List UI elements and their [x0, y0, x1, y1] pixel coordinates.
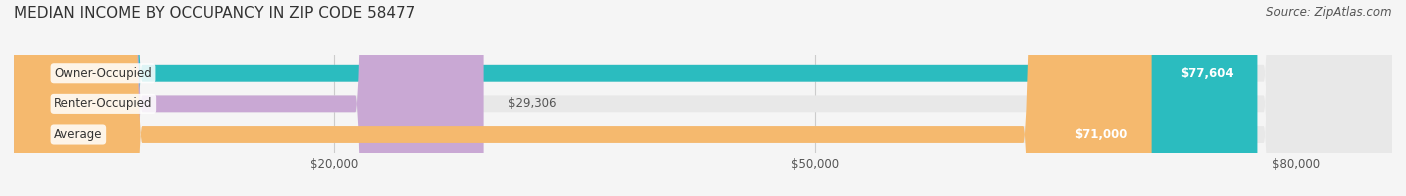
Text: $71,000: $71,000 [1074, 128, 1128, 141]
Text: MEDIAN INCOME BY OCCUPANCY IN ZIP CODE 58477: MEDIAN INCOME BY OCCUPANCY IN ZIP CODE 5… [14, 6, 415, 21]
Text: $77,604: $77,604 [1180, 67, 1233, 80]
Text: $29,306: $29,306 [508, 97, 557, 110]
FancyBboxPatch shape [14, 0, 1392, 196]
FancyBboxPatch shape [14, 0, 1257, 196]
Text: Owner-Occupied: Owner-Occupied [53, 67, 152, 80]
Text: Average: Average [53, 128, 103, 141]
FancyBboxPatch shape [14, 0, 1152, 196]
Text: Source: ZipAtlas.com: Source: ZipAtlas.com [1267, 6, 1392, 19]
FancyBboxPatch shape [14, 0, 484, 196]
FancyBboxPatch shape [14, 0, 1392, 196]
Text: Renter-Occupied: Renter-Occupied [53, 97, 153, 110]
FancyBboxPatch shape [14, 0, 1392, 196]
